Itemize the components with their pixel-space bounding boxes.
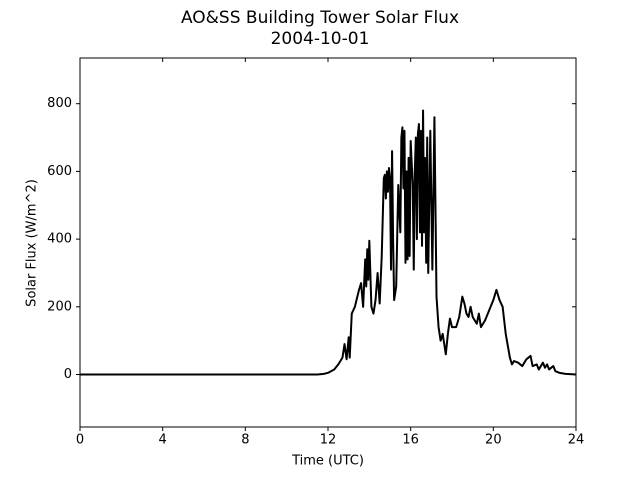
y-tick-label: 0 [64, 367, 72, 382]
x-tick-label: 24 [568, 433, 585, 448]
y-tick-label: 800 [47, 96, 72, 111]
plot-frame [79, 57, 577, 428]
chart-subtitle: 2004-10-01 [271, 29, 370, 49]
x-tick-label: 0 [76, 433, 84, 448]
x-axis-label: Time (UTC) [291, 454, 364, 469]
x-tick-label: 12 [320, 433, 337, 448]
x-tick-label: 20 [485, 433, 502, 448]
x-tick-label: 8 [241, 433, 249, 448]
y-tick-label: 600 [47, 164, 72, 179]
x-tick-label: 16 [402, 433, 419, 448]
y-tick-label: 400 [47, 232, 72, 247]
flux-line [80, 109, 577, 376]
y-axis-label: Solar Flux (W/m^2) [25, 179, 40, 307]
chart-title: AO&SS Building Tower Solar Flux [181, 8, 459, 28]
y-tick-label: 200 [47, 299, 72, 314]
x-tick-label: 4 [159, 433, 167, 448]
